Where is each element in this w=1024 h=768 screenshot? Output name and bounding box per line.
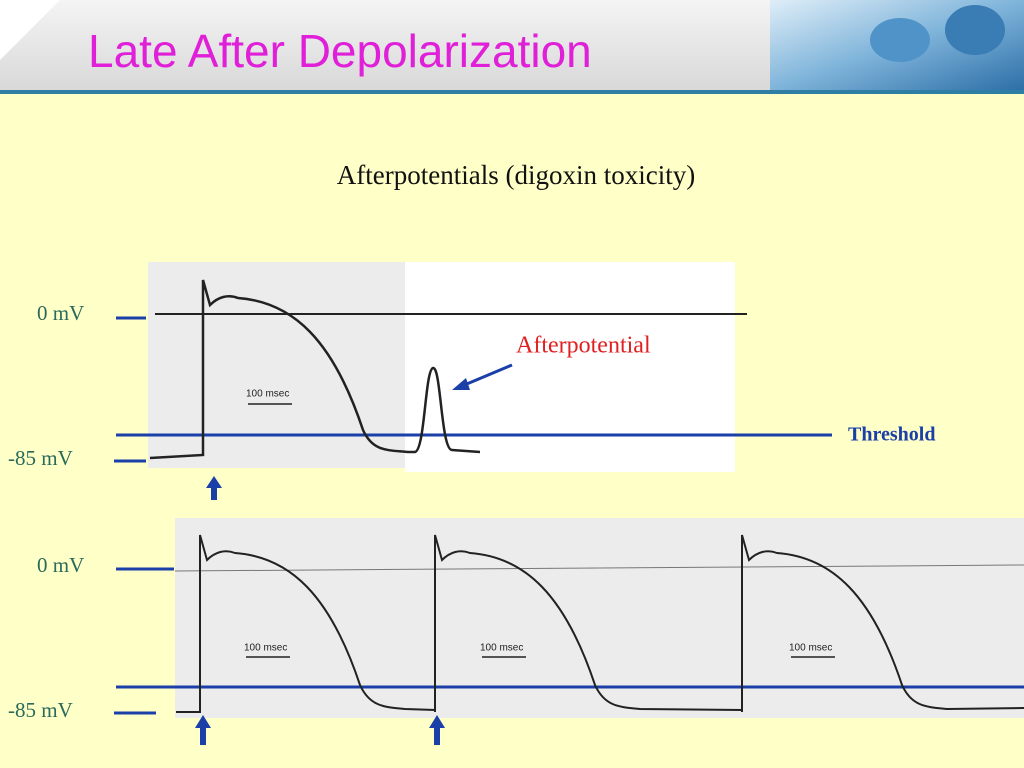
zero-line	[174, 564, 1024, 572]
scale-label: 100 msec	[789, 643, 832, 654]
photo-figure	[945, 5, 1005, 55]
zero-label: 0 mV	[37, 553, 84, 577]
scale-label: 100 msec	[480, 643, 523, 654]
scale-label: 100 msec	[244, 643, 287, 654]
stimulus-arrow	[206, 476, 222, 500]
header-band	[0, 0, 1024, 92]
rest-label: -85 mV	[8, 698, 73, 722]
zero-label: 0 mV	[37, 301, 84, 325]
action-potential-trace	[176, 534, 1024, 713]
panel-traces: 100 msec 100 msec 100 msec	[176, 534, 1024, 713]
panel-traces	[149, 279, 481, 460]
stimulus-arrow	[429, 715, 445, 745]
panel-image	[175, 518, 1024, 718]
annotation: Afterpotential	[516, 333, 651, 359]
scale-label: 100 msec	[246, 389, 289, 400]
header-rule	[0, 90, 1024, 94]
annotation-arrowhead	[452, 378, 470, 390]
stimulus-arrow	[195, 715, 211, 745]
panel-image	[405, 262, 735, 472]
annotation-arrow	[461, 363, 513, 388]
rest-label: -85 mV	[8, 446, 73, 470]
photo-figure	[870, 18, 930, 62]
threshold-label: Threshold	[848, 424, 935, 446]
slide-title: Late After Depolarization	[88, 25, 592, 77]
figure-title: Afterpotentials (digoxin toxicity)	[337, 160, 695, 190]
action-potential-trace	[149, 279, 481, 460]
